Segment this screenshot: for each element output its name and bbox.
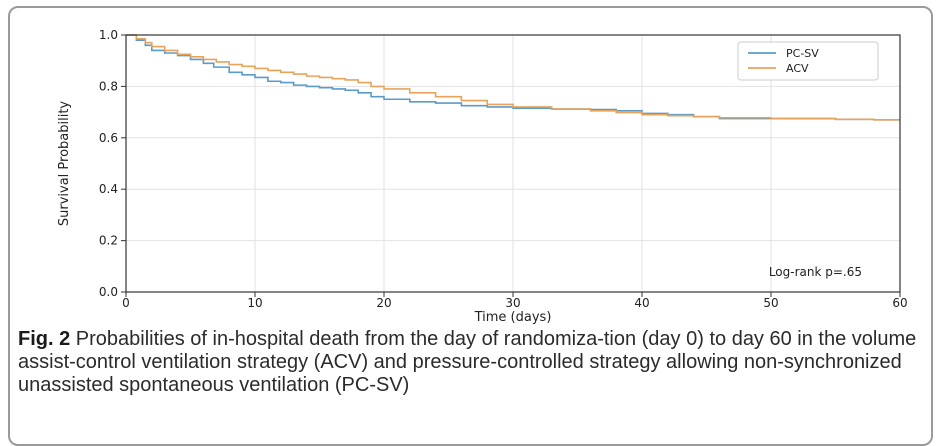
plot-area-border bbox=[125, 34, 901, 293]
x-tick-label: 60 bbox=[892, 296, 907, 310]
y-tick-label: 0.4 bbox=[99, 182, 118, 196]
y-tick-label: 0.0 bbox=[99, 285, 118, 299]
y-tick-label: 0.6 bbox=[99, 131, 118, 145]
caption-text: Probabilities of in-hospital death from … bbox=[18, 328, 917, 396]
y-tick-label: 1.0 bbox=[99, 28, 118, 42]
x-tick-label: 0 bbox=[122, 296, 130, 310]
x-tick-label: 40 bbox=[634, 296, 649, 310]
series-lines bbox=[126, 34, 900, 121]
survival-chart: 0.0 0.2 0.4 0.6 0.8 1.0 0 10 20 30 40 50 60 Time (d… bbox=[57, 28, 908, 325]
x-tick-label: 50 bbox=[763, 296, 778, 310]
series-line-acv bbox=[126, 34, 900, 121]
y-tick-label: 0.8 bbox=[99, 79, 118, 93]
legend-box bbox=[737, 41, 879, 81]
y-tick-label: 0.2 bbox=[99, 234, 118, 248]
figure-caption: Fig. 2 Probabilities of in-hospital deat… bbox=[18, 328, 923, 397]
log-rank-annotation: Log-rank p=.65 bbox=[769, 265, 862, 279]
y-tick-labels: 0.0 0.2 0.4 0.6 0.8 1.0 bbox=[99, 28, 126, 299]
legend-label-acv: ACV bbox=[786, 62, 809, 75]
x-tick-label: 10 bbox=[247, 296, 262, 310]
x-tick-labels: 0 10 20 30 40 50 60 bbox=[122, 292, 908, 310]
x-tick-label: 30 bbox=[505, 296, 520, 310]
y-axis-label: Survival Probability bbox=[57, 101, 72, 227]
legend: PC-SV ACV bbox=[737, 41, 879, 81]
x-tick-label: 20 bbox=[376, 296, 391, 310]
legend-label-pc-sv: PC-SV bbox=[786, 47, 819, 60]
figure-label: Fig. 2 bbox=[18, 328, 71, 350]
x-axis-label: Time (days) bbox=[474, 310, 552, 325]
